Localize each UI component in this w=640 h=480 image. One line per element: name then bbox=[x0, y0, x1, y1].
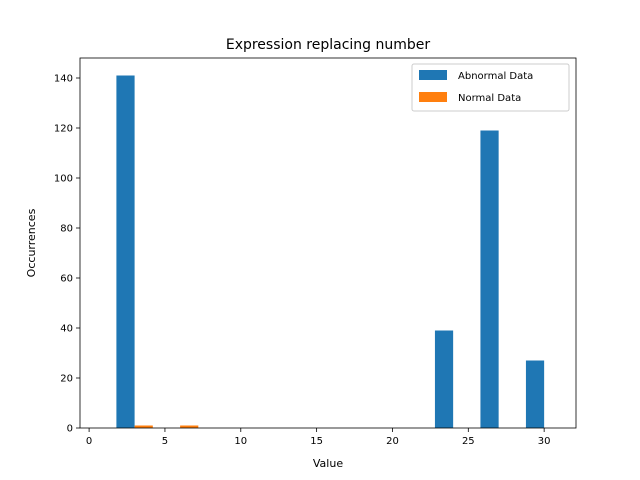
y-tick-label: 20 bbox=[60, 374, 73, 385]
y-axis-label: Occurrences bbox=[25, 208, 38, 277]
x-tick-label: 0 bbox=[86, 436, 92, 447]
bar-abnormal-1 bbox=[434, 330, 454, 428]
y-tick-label: 120 bbox=[54, 124, 73, 135]
x-axis-label: Value bbox=[313, 457, 343, 470]
legend-label-abnormal: Abnormal Data bbox=[458, 71, 533, 82]
legend: Abnormal Data Normal Data bbox=[411, 63, 570, 112]
y-axis: 0 20 40 60 80 100 120 140 bbox=[54, 74, 80, 435]
bar-abnormal-2 bbox=[480, 130, 499, 428]
legend-swatch-abnormal bbox=[419, 70, 447, 80]
legend-label-normal: Normal Data bbox=[458, 93, 521, 104]
bars-layer bbox=[116, 75, 545, 428]
x-tick-label: 15 bbox=[310, 436, 323, 447]
x-axis: 0 5 10 15 20 25 30 bbox=[86, 428, 551, 447]
legend-swatch-normal bbox=[419, 92, 447, 102]
y-tick-label: 40 bbox=[60, 324, 73, 335]
bar-normal-1 bbox=[180, 425, 199, 428]
y-tick-label: 60 bbox=[60, 274, 73, 285]
plot-frame bbox=[79, 57, 577, 429]
y-tick-label: 100 bbox=[54, 174, 73, 185]
x-tick-label: 25 bbox=[462, 436, 475, 447]
x-tick-label: 30 bbox=[538, 436, 551, 447]
legend-frame bbox=[411, 63, 570, 112]
chart-title: Expression replacing number bbox=[226, 37, 431, 53]
y-tick-label: 0 bbox=[67, 424, 73, 435]
bar-abnormal-3 bbox=[525, 360, 545, 428]
x-tick-label: 5 bbox=[162, 436, 168, 447]
x-tick-label: 20 bbox=[386, 436, 399, 447]
y-tick-label: 140 bbox=[54, 74, 73, 85]
x-tick-label: 10 bbox=[234, 436, 247, 447]
y-tick-label: 80 bbox=[60, 224, 73, 235]
bar-normal-0 bbox=[134, 425, 153, 428]
bar-abnormal-0 bbox=[116, 75, 135, 428]
